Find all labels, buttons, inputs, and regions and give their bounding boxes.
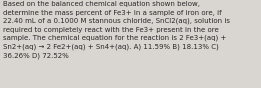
Text: Based on the balanced chemical equation shown below,
determine the mass percent : Based on the balanced chemical equation … xyxy=(3,1,230,59)
